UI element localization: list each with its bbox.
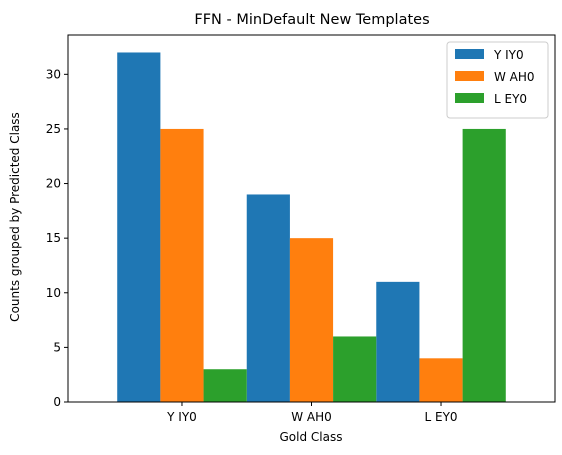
legend-label: L EY0 bbox=[494, 92, 527, 106]
bar-w-ah0-y-iy0 bbox=[160, 128, 204, 403]
x-tick-label: L EY0 bbox=[424, 410, 457, 424]
bar-y-iy0-w-ah0 bbox=[246, 194, 290, 402]
x-tick-label: W AH0 bbox=[291, 410, 332, 424]
legend-label: Y IY0 bbox=[493, 48, 524, 62]
x-axis-label: Gold Class bbox=[280, 430, 343, 444]
bar-l-ey0-l-ey0 bbox=[462, 128, 506, 403]
legend-swatch bbox=[455, 49, 484, 59]
x-axis: Y IY0 W AH0 L EY0 bbox=[166, 402, 458, 424]
y-tick-label: 30 bbox=[46, 67, 61, 81]
y-axis-label: Counts grouped by Predicted Class bbox=[8, 112, 22, 322]
chart-title: FFN - MinDefault New Templates bbox=[194, 12, 429, 28]
y-tick-label: 5 bbox=[53, 340, 61, 354]
bar-y-iy0-l-ey0 bbox=[376, 281, 420, 402]
y-tick-label: 25 bbox=[46, 122, 61, 136]
legend-swatch bbox=[455, 71, 484, 81]
y-axis: 0 5 10 15 20 25 30 bbox=[46, 67, 68, 409]
y-tick-label: 15 bbox=[46, 231, 61, 245]
bar-w-ah0-l-ey0 bbox=[419, 358, 463, 402]
y-tick-label: 10 bbox=[46, 286, 61, 300]
bar-y-iy0-y-iy0 bbox=[117, 52, 161, 402]
bar-l-ey0-w-ah0 bbox=[333, 336, 377, 402]
plot-frame bbox=[67, 34, 556, 403]
legend: Y IY0 W AH0 L EY0 bbox=[446, 41, 549, 119]
y-tick-label: 0 bbox=[53, 395, 61, 409]
bar-l-ey0-y-iy0 bbox=[203, 369, 247, 402]
legend-swatch bbox=[455, 93, 484, 103]
y-tick-label: 20 bbox=[46, 177, 61, 191]
x-tick-label: Y IY0 bbox=[166, 410, 197, 424]
legend-label: W AH0 bbox=[494, 70, 535, 84]
bars-group bbox=[117, 52, 506, 403]
bar-w-ah0-w-ah0 bbox=[289, 238, 334, 402]
